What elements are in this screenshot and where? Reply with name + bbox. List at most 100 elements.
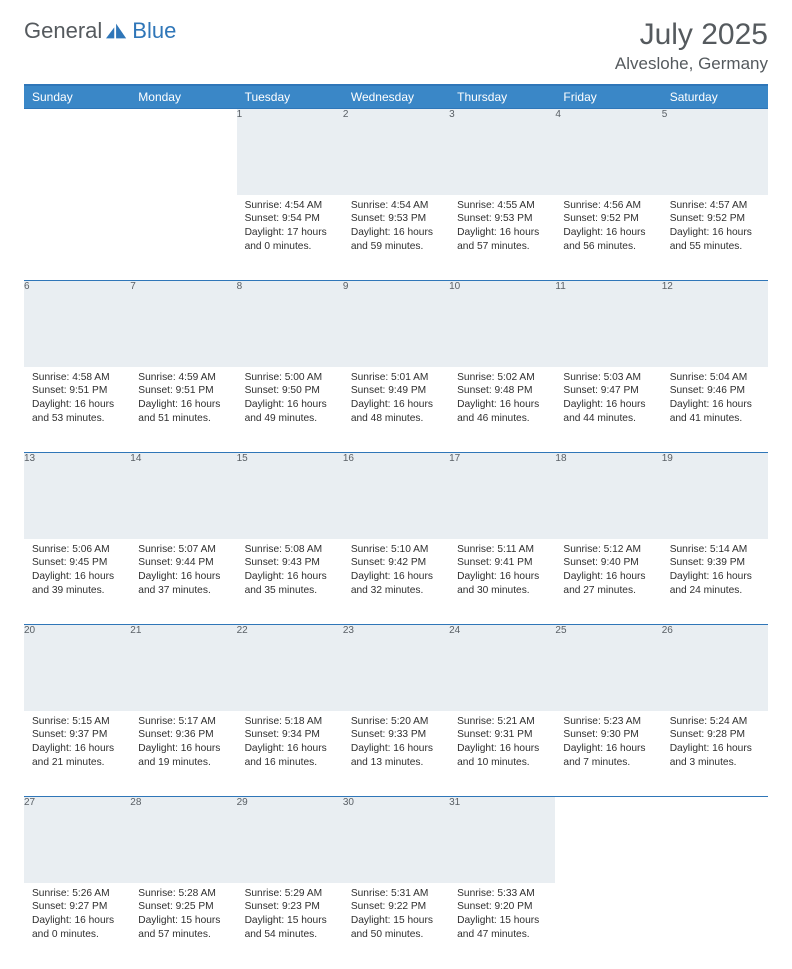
day-content-cell: Sunrise: 4:58 AMSunset: 9:51 PMDaylight:… [24, 367, 130, 453]
daylight-text-1: Daylight: 16 hours [32, 914, 122, 928]
daylight-text-2: and 49 minutes. [245, 412, 335, 426]
day-number-cell: 1 [237, 109, 343, 195]
day-number-cell: 24 [449, 625, 555, 711]
sunrise-text: Sunrise: 4:55 AM [457, 199, 547, 213]
daylight-text-1: Daylight: 16 hours [457, 742, 547, 756]
sunset-text: Sunset: 9:43 PM [245, 556, 335, 570]
sunrise-text: Sunrise: 4:54 AM [245, 199, 335, 213]
daylight-text-1: Daylight: 16 hours [245, 398, 335, 412]
day-content-row: Sunrise: 4:58 AMSunset: 9:51 PMDaylight:… [24, 367, 768, 453]
sunrise-text: Sunrise: 4:54 AM [351, 199, 441, 213]
sunrise-text: Sunrise: 5:23 AM [563, 715, 653, 729]
sunset-text: Sunset: 9:25 PM [138, 900, 228, 914]
day-number-cell [24, 109, 130, 195]
day-content-cell: Sunrise: 5:00 AMSunset: 9:50 PMDaylight:… [237, 367, 343, 453]
day-content-cell: Sunrise: 5:02 AMSunset: 9:48 PMDaylight:… [449, 367, 555, 453]
sunrise-text: Sunrise: 5:28 AM [138, 887, 228, 901]
day-content-cell: Sunrise: 5:29 AMSunset: 9:23 PMDaylight:… [237, 883, 343, 969]
daylight-text-1: Daylight: 16 hours [563, 226, 653, 240]
day-number-cell: 4 [555, 109, 661, 195]
day-content-row: Sunrise: 4:54 AMSunset: 9:54 PMDaylight:… [24, 195, 768, 281]
day-number-cell: 23 [343, 625, 449, 711]
daylight-text-2: and 39 minutes. [32, 584, 122, 598]
day-number-cell: 14 [130, 453, 236, 539]
day-number-cell: 26 [662, 625, 768, 711]
day-content-cell: Sunrise: 5:03 AMSunset: 9:47 PMDaylight:… [555, 367, 661, 453]
day-content-cell [555, 883, 661, 969]
weekday-header-row: SundayMondayTuesdayWednesdayThursdayFrid… [24, 85, 768, 109]
daylight-text-1: Daylight: 16 hours [670, 398, 760, 412]
daylight-text-2: and 50 minutes. [351, 928, 441, 942]
sunrise-text: Sunrise: 5:31 AM [351, 887, 441, 901]
day-content-cell: Sunrise: 5:20 AMSunset: 9:33 PMDaylight:… [343, 711, 449, 797]
sunset-text: Sunset: 9:51 PM [32, 384, 122, 398]
sunset-text: Sunset: 9:31 PM [457, 728, 547, 742]
sunrise-text: Sunrise: 5:14 AM [670, 543, 760, 557]
sunrise-text: Sunrise: 5:24 AM [670, 715, 760, 729]
daylight-text-1: Daylight: 16 hours [563, 398, 653, 412]
day-number-cell: 16 [343, 453, 449, 539]
day-content-cell: Sunrise: 5:26 AMSunset: 9:27 PMDaylight:… [24, 883, 130, 969]
sunset-text: Sunset: 9:34 PM [245, 728, 335, 742]
daylight-text-1: Daylight: 15 hours [457, 914, 547, 928]
day-content-row: Sunrise: 5:26 AMSunset: 9:27 PMDaylight:… [24, 883, 768, 969]
day-content-cell: Sunrise: 5:33 AMSunset: 9:20 PMDaylight:… [449, 883, 555, 969]
day-content-cell [130, 195, 236, 281]
daylight-text-2: and 57 minutes. [138, 928, 228, 942]
weekday-header: Wednesday [343, 85, 449, 109]
daylight-text-1: Daylight: 16 hours [32, 398, 122, 412]
daylight-text-2: and 44 minutes. [563, 412, 653, 426]
sunrise-text: Sunrise: 5:21 AM [457, 715, 547, 729]
daylight-text-1: Daylight: 16 hours [670, 226, 760, 240]
daylight-text-2: and 32 minutes. [351, 584, 441, 598]
daylight-text-2: and 10 minutes. [457, 756, 547, 770]
weekday-header: Saturday [662, 85, 768, 109]
sunset-text: Sunset: 9:49 PM [351, 384, 441, 398]
sunset-text: Sunset: 9:41 PM [457, 556, 547, 570]
day-content-cell: Sunrise: 5:23 AMSunset: 9:30 PMDaylight:… [555, 711, 661, 797]
day-content-cell: Sunrise: 4:54 AMSunset: 9:53 PMDaylight:… [343, 195, 449, 281]
day-content-cell: Sunrise: 5:28 AMSunset: 9:25 PMDaylight:… [130, 883, 236, 969]
daylight-text-1: Daylight: 15 hours [138, 914, 228, 928]
brand-part1: General [24, 18, 102, 44]
weekday-header: Monday [130, 85, 236, 109]
sunrise-text: Sunrise: 5:08 AM [245, 543, 335, 557]
daylight-text-1: Daylight: 15 hours [245, 914, 335, 928]
sunset-text: Sunset: 9:33 PM [351, 728, 441, 742]
day-content-cell: Sunrise: 5:04 AMSunset: 9:46 PMDaylight:… [662, 367, 768, 453]
day-content-cell: Sunrise: 4:59 AMSunset: 9:51 PMDaylight:… [130, 367, 236, 453]
day-number-cell: 5 [662, 109, 768, 195]
weekday-header: Tuesday [237, 85, 343, 109]
day-number-cell: 11 [555, 281, 661, 367]
sunrise-text: Sunrise: 5:29 AM [245, 887, 335, 901]
daylight-text-1: Daylight: 16 hours [32, 742, 122, 756]
daylight-text-2: and 46 minutes. [457, 412, 547, 426]
sunset-text: Sunset: 9:28 PM [670, 728, 760, 742]
sunrise-text: Sunrise: 5:06 AM [32, 543, 122, 557]
sunrise-text: Sunrise: 5:01 AM [351, 371, 441, 385]
sunrise-text: Sunrise: 5:04 AM [670, 371, 760, 385]
day-content-cell: Sunrise: 5:24 AMSunset: 9:28 PMDaylight:… [662, 711, 768, 797]
sunset-text: Sunset: 9:20 PM [457, 900, 547, 914]
calendar-table: SundayMondayTuesdayWednesdayThursdayFrid… [24, 84, 768, 969]
day-content-cell: Sunrise: 4:54 AMSunset: 9:54 PMDaylight:… [237, 195, 343, 281]
day-number-cell: 29 [237, 797, 343, 883]
daylight-text-2: and 19 minutes. [138, 756, 228, 770]
day-number-cell: 19 [662, 453, 768, 539]
daylight-text-1: Daylight: 16 hours [351, 226, 441, 240]
sunrise-text: Sunrise: 5:10 AM [351, 543, 441, 557]
sunrise-text: Sunrise: 5:02 AM [457, 371, 547, 385]
daylight-text-2: and 53 minutes. [32, 412, 122, 426]
sunset-text: Sunset: 9:53 PM [457, 212, 547, 226]
sunrise-text: Sunrise: 4:59 AM [138, 371, 228, 385]
daylight-text-2: and 30 minutes. [457, 584, 547, 598]
day-number-cell [662, 797, 768, 883]
sunset-text: Sunset: 9:48 PM [457, 384, 547, 398]
day-number-cell: 15 [237, 453, 343, 539]
day-number-cell: 17 [449, 453, 555, 539]
weekday-header: Thursday [449, 85, 555, 109]
day-number-cell: 10 [449, 281, 555, 367]
weekday-header: Friday [555, 85, 661, 109]
day-number-cell: 2 [343, 109, 449, 195]
day-number-row: 6789101112 [24, 281, 768, 367]
